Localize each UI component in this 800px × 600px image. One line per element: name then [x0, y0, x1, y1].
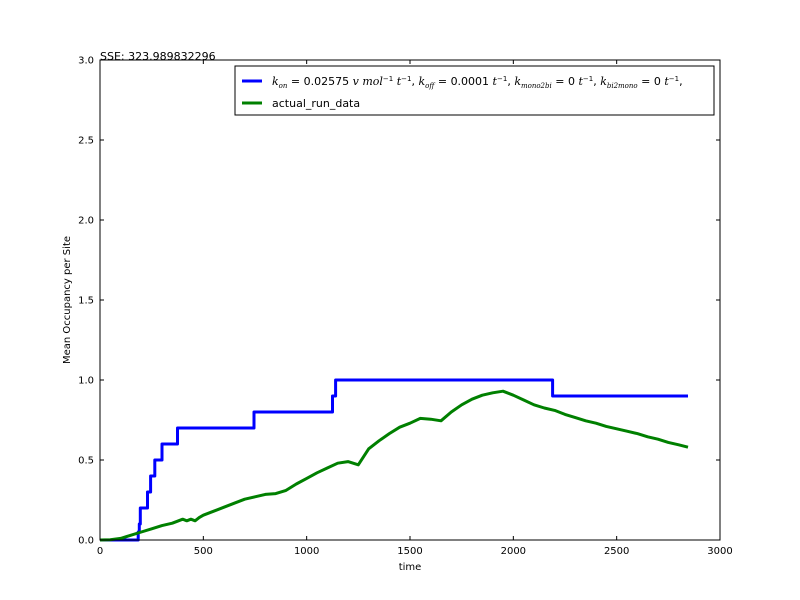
y-axis-label: Mean Occupancy per Site [62, 236, 73, 364]
sse-annotation: SSE: 323.989832296 [100, 50, 216, 63]
series-line-model [100, 378, 688, 542]
y-tick-label: 3.0 [78, 56, 94, 67]
plot-frame [99, 59, 721, 541]
legend-koff-value: 0.0001 [451, 75, 490, 88]
series-layer [99, 378, 689, 542]
x-tick-label: 1000 [294, 546, 319, 557]
x-tick-label: 2000 [501, 546, 526, 557]
y-tick-label: 1.0 [78, 376, 94, 387]
x-tick-label: 500 [194, 546, 213, 557]
y-tick-label: 2.0 [78, 216, 94, 227]
y-tick-label: 2.5 [78, 136, 94, 147]
x-tick-label: 0 [97, 546, 103, 557]
x-axis-label: time [399, 562, 422, 573]
legend-box [234, 65, 715, 116]
x-tick-label: 3000 [707, 546, 732, 557]
x-tick-label: 2500 [604, 546, 629, 557]
legend: kon = 0.02575 v mol−1 t−1, koff = 0.0001… [234, 65, 715, 116]
legend-entry-actual: actual_run_data [272, 97, 360, 110]
legend-kon-value: 0.02575 [304, 75, 350, 88]
legend-kmono2bi-value: 0 [568, 75, 575, 88]
legend-kbi2mono-value: 0 [654, 75, 661, 88]
y-tick-label: 0.5 [78, 456, 94, 467]
y-tick-label: 1.5 [78, 296, 94, 307]
series-line-actual [99, 389, 689, 542]
x-tick-label: 1500 [397, 546, 422, 557]
legend-entry-model: kon = 0.02575 v mol−1 t−1, koff = 0.0001… [272, 75, 683, 90]
y-tick-label: 0.0 [78, 536, 94, 547]
